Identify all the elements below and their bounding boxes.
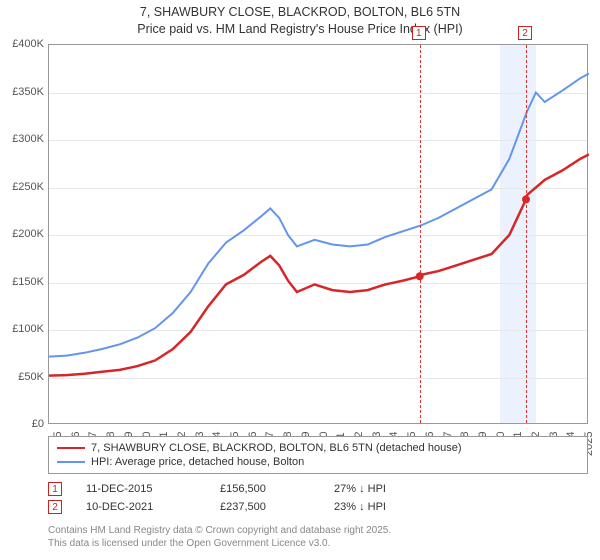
chart-plot-area	[48, 44, 588, 424]
event-line	[420, 45, 421, 423]
chart-container: 7, SHAWBURY CLOSE, BLACKROD, BOLTON, BL6…	[0, 0, 600, 560]
sale-row: 1 11-DEC-2015 £156,500 27% ↓ HPI	[48, 480, 588, 498]
sale-marker: 2	[48, 500, 62, 514]
sale-marker: 1	[48, 482, 62, 496]
y-tick-label: £150K	[12, 276, 44, 288]
sale-row: 2 10-DEC-2021 £237,500 23% ↓ HPI	[48, 498, 588, 516]
sale-diff: 23% ↓ HPI	[334, 501, 424, 513]
event-line	[526, 45, 527, 423]
footer-line-2: This data is licensed under the Open Gov…	[48, 537, 588, 550]
footer: Contains HM Land Registry data © Crown c…	[48, 524, 588, 550]
sale-date: 10-DEC-2021	[86, 501, 196, 513]
event-marker: 1	[412, 26, 426, 40]
legend-swatch	[57, 447, 85, 449]
y-tick-label: £350K	[12, 86, 44, 98]
title-block: 7, SHAWBURY CLOSE, BLACKROD, BOLTON, BL6…	[0, 0, 600, 40]
y-tick-label: £300K	[12, 133, 44, 145]
y-tick-label: £250K	[12, 181, 44, 193]
y-tick-label: £100K	[12, 323, 44, 335]
footer-line-1: Contains HM Land Registry data © Crown c…	[48, 524, 588, 537]
y-tick-label: £400K	[12, 38, 44, 50]
y-tick-label: £200K	[12, 228, 44, 240]
series-hpi	[49, 74, 589, 357]
legend-label: HPI: Average price, detached house, Bolt…	[91, 456, 304, 468]
y-tick-label: £0	[32, 418, 44, 430]
sale-price: £156,500	[220, 483, 310, 495]
sale-diff: 27% ↓ HPI	[334, 483, 424, 495]
event-marker: 2	[518, 26, 532, 40]
series-property	[49, 154, 589, 375]
sale-rows: 1 11-DEC-2015 £156,500 27% ↓ HPI 2 10-DEC-202…	[48, 480, 588, 516]
chart-svg	[49, 45, 589, 425]
legend-label: 7, SHAWBURY CLOSE, BLACKROD, BOLTON, BL6…	[91, 442, 461, 454]
y-tick-label: £50K	[18, 371, 44, 383]
title-line-1: 7, SHAWBURY CLOSE, BLACKROD, BOLTON, BL6…	[0, 4, 600, 21]
legend-row: 7, SHAWBURY CLOSE, BLACKROD, BOLTON, BL6…	[57, 441, 579, 455]
title-line-2: Price paid vs. HM Land Registry's House …	[0, 21, 600, 38]
legend-swatch	[57, 461, 85, 463]
sale-price: £237,500	[220, 501, 310, 513]
legend-row: HPI: Average price, detached house, Bolt…	[57, 455, 579, 469]
legend: 7, SHAWBURY CLOSE, BLACKROD, BOLTON, BL6…	[48, 436, 588, 474]
sale-date: 11-DEC-2015	[86, 483, 196, 495]
